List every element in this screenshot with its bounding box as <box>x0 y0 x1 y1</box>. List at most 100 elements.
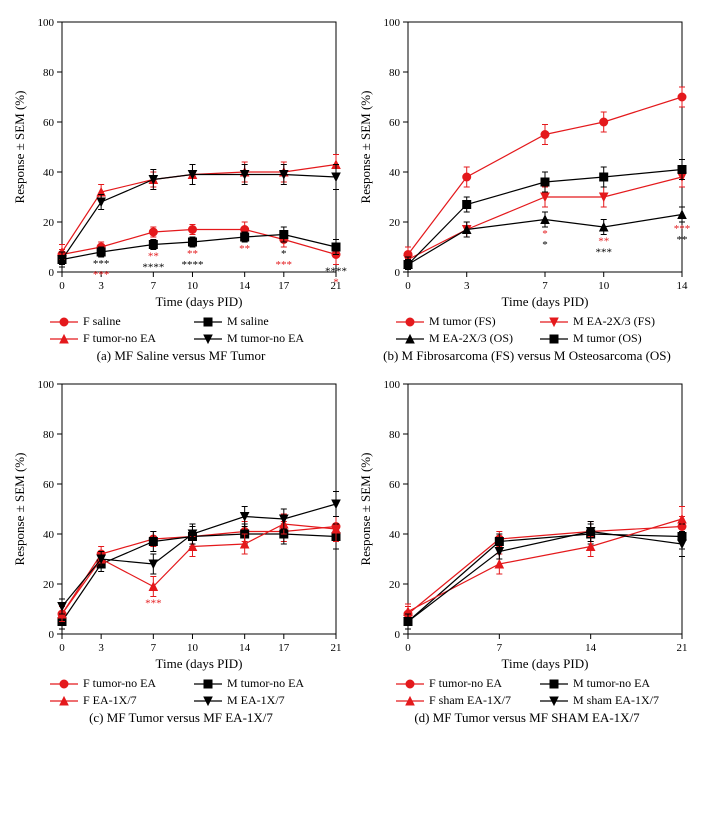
ytick-label: 80 <box>43 429 55 441</box>
data-marker <box>188 226 196 234</box>
legend-item: M sham EA-1X/7 <box>540 693 676 708</box>
legend-label: F tumor-no EA <box>83 331 156 346</box>
ytick-label: 100 <box>384 379 401 391</box>
chart-a: 02040608010003710141721Time (days PID)Re… <box>10 10 350 310</box>
series-line <box>408 534 682 622</box>
significance-marker: **** <box>142 262 164 274</box>
panel-a: 02040608010003710141721Time (days PID)Re… <box>10 10 352 364</box>
series-line <box>408 527 682 615</box>
data-marker <box>97 198 105 206</box>
xtick-label: 14 <box>585 642 597 654</box>
legend-label: M tumor-no EA <box>573 676 650 691</box>
legend-item: M tumor-no EA <box>540 676 676 691</box>
series-line <box>62 524 336 614</box>
xtick-label: 3 <box>464 280 470 292</box>
xtick-label: 10 <box>187 280 199 292</box>
x-axis-label: Time (days PID) <box>502 294 589 309</box>
significance-marker: * <box>542 239 548 251</box>
series-line <box>62 527 336 615</box>
legend-item: F EA-1X/7 <box>50 693 186 708</box>
data-marker <box>541 131 549 139</box>
panel-b: 0204060801000371014Time (days PID)Respon… <box>356 10 698 364</box>
ytick-label: 20 <box>43 579 55 591</box>
legend-item: F tumor-no EA <box>50 331 186 346</box>
ytick-label: 0 <box>49 629 55 641</box>
y-axis-label: Response ± SEM (%) <box>12 91 27 204</box>
chart-d: 020406080100071421Time (days PID)Respons… <box>356 372 696 672</box>
panel-caption-d: (d) MF Tumor versus MF SHAM EA-1X/7 <box>356 710 698 726</box>
ytick-label: 40 <box>389 167 401 179</box>
data-marker <box>332 500 340 508</box>
series-line <box>62 534 336 622</box>
panel-caption-c: (c) MF Tumor versus MF EA-1X/7 <box>10 710 352 726</box>
legend-label: M tumor-no EA <box>227 676 304 691</box>
x-axis-label: Time (days PID) <box>156 656 243 671</box>
data-marker <box>463 201 471 209</box>
legend-label: F EA-1X/7 <box>83 693 137 708</box>
xtick-label: 7 <box>151 642 157 654</box>
legend-label: M EA-2X/3 (OS) <box>429 331 513 346</box>
xtick-label: 0 <box>405 642 411 654</box>
data-marker <box>280 231 288 239</box>
data-marker <box>600 173 608 181</box>
xtick-label: 17 <box>278 280 290 292</box>
legend-b: M tumor (FS) M EA-2X/3 (FS) M EA-2X/3 (O… <box>396 314 676 346</box>
panel-caption-a: (a) MF Saline versus MF Tumor <box>10 348 352 364</box>
legend-c: F tumor-no EA M tumor-no EA F EA-1X/7 M … <box>50 676 330 708</box>
legend-label: F saline <box>83 314 121 329</box>
significance-marker: * <box>333 277 339 289</box>
legend-item: F tumor-no EA <box>50 676 186 691</box>
data-marker <box>600 118 608 126</box>
data-marker <box>188 238 196 246</box>
ytick-label: 20 <box>389 217 401 229</box>
xtick-label: 7 <box>151 280 157 292</box>
data-marker <box>149 538 157 546</box>
ytick-label: 100 <box>384 17 401 29</box>
ytick-label: 20 <box>389 579 401 591</box>
significance-marker: *** <box>145 598 162 610</box>
xtick-label: 0 <box>59 280 65 292</box>
legend-a: F saline M saline F tumor-no EA M tumor-… <box>50 314 330 346</box>
ytick-label: 0 <box>395 629 401 641</box>
data-marker <box>332 243 340 251</box>
legend-label: F tumor-no EA <box>429 676 502 691</box>
series-line <box>62 165 336 253</box>
legend-item: F saline <box>50 314 186 329</box>
ytick-label: 60 <box>389 117 401 129</box>
xtick-label: 3 <box>98 642 104 654</box>
xtick-label: 17 <box>278 642 290 654</box>
ytick-label: 0 <box>49 267 55 279</box>
data-marker <box>149 228 157 236</box>
legend-label: M EA-2X/3 (FS) <box>573 314 655 329</box>
significance-marker: ** <box>239 243 250 255</box>
significance-marker: **** <box>181 259 203 271</box>
xtick-label: 3 <box>98 280 104 292</box>
data-marker <box>678 166 686 174</box>
data-marker <box>463 173 471 181</box>
y-axis-label: Response ± SEM (%) <box>358 453 373 566</box>
legend-label: M saline <box>227 314 269 329</box>
legend-label: M tumor (OS) <box>573 331 642 346</box>
legend-label: M sham EA-1X/7 <box>573 693 659 708</box>
xtick-label: 21 <box>677 642 688 654</box>
data-marker <box>97 248 105 256</box>
legend-label: M tumor-no EA <box>227 331 304 346</box>
legend-item: F sham EA-1X/7 <box>396 693 532 708</box>
data-marker <box>678 93 686 101</box>
xtick-label: 14 <box>239 642 251 654</box>
ytick-label: 80 <box>389 429 401 441</box>
xtick-label: 0 <box>405 280 411 292</box>
legend-item: M tumor (FS) <box>396 314 532 329</box>
legend-label: M EA-1X/7 <box>227 693 285 708</box>
legend-item: M tumor (OS) <box>540 331 676 346</box>
xtick-label: 21 <box>331 642 342 654</box>
ytick-label: 60 <box>43 117 55 129</box>
ytick-label: 0 <box>395 267 401 279</box>
significance-marker: ** <box>677 234 688 246</box>
panel-caption-b: (b) M Fibrosarcoma (FS) versus M Osteosa… <box>356 348 698 364</box>
ytick-label: 80 <box>389 67 401 79</box>
legend-item: F tumor-no EA <box>396 676 532 691</box>
y-axis-label: Response ± SEM (%) <box>358 91 373 204</box>
ytick-label: 100 <box>38 17 55 29</box>
xtick-label: 7 <box>542 280 548 292</box>
